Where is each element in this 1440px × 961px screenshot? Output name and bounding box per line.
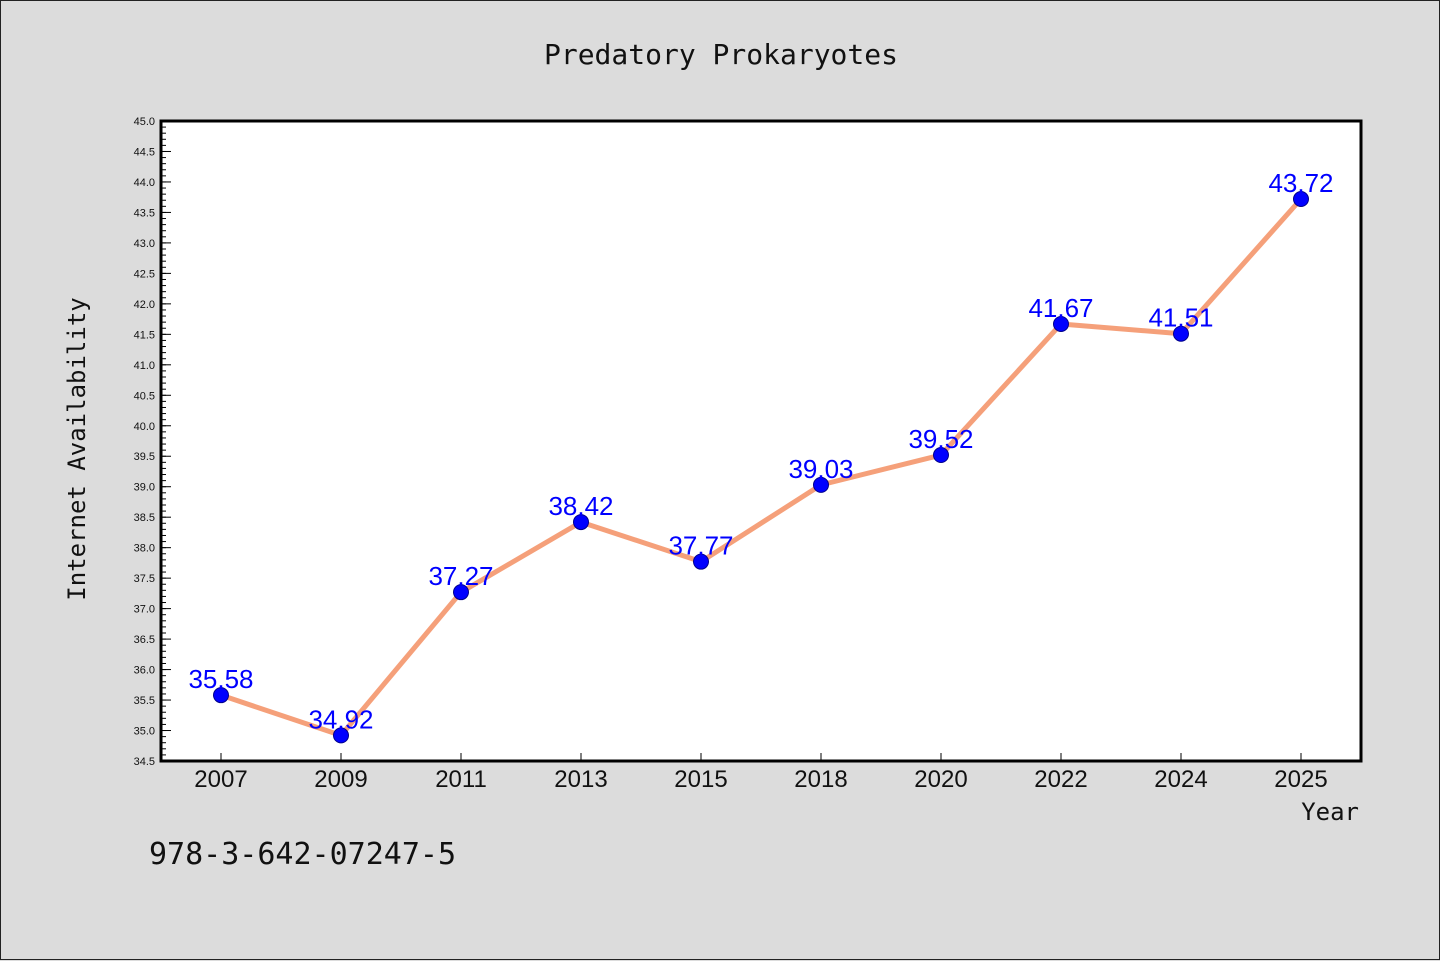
y-tick-label: 38.5: [134, 512, 155, 524]
y-tick-label: 36.0: [134, 665, 155, 677]
data-point: [933, 447, 949, 464]
y-tick-label: 34.5: [134, 756, 155, 768]
data-label: 39.03: [788, 454, 853, 484]
data-label: 38.42: [548, 491, 613, 521]
x-tick-label: 2007: [194, 766, 247, 793]
data-point: [333, 727, 349, 744]
y-tick-label: 40.0: [134, 421, 155, 433]
x-tick-label: 2024: [1154, 766, 1207, 793]
series-markers: [213, 191, 1309, 744]
data-point: [1293, 191, 1309, 208]
y-tick-label: 43.5: [134, 207, 155, 219]
y-tick-label: 37.0: [134, 604, 155, 616]
x-tick-label: 2025: [1274, 766, 1327, 793]
data-label: 39.52: [908, 424, 973, 454]
y-tick-label: 36.5: [134, 634, 155, 646]
y-tick-label: 40.5: [134, 390, 155, 402]
y-tick-label: 35.0: [134, 726, 155, 738]
data-point: [1053, 315, 1069, 332]
y-tick-label: 37.5: [134, 573, 155, 585]
y-tick-label: 38.0: [134, 543, 155, 555]
series-line: [220, 197, 1303, 738]
y-tick-label: 45.0: [134, 116, 155, 128]
data-point: [1173, 325, 1189, 342]
y-tick-label: 44.0: [134, 177, 155, 189]
data-label: 37.27: [428, 561, 493, 591]
footer-text: 978-3-642-07247-5: [149, 837, 456, 872]
y-tick-label: 42.5: [134, 268, 155, 280]
y-tick-label: 39.5: [134, 451, 155, 463]
data-point: [813, 476, 829, 493]
x-tick-label: 2011: [435, 766, 487, 793]
data-label: 41.51: [1148, 303, 1213, 333]
data-label: 34.92: [308, 704, 373, 734]
y-tick-label: 41.0: [134, 360, 155, 372]
data-labels: 35.58 34.92 37.27 38.42 37.77 39.03 39.52 41.67…: [188, 168, 1333, 734]
data-point: [213, 687, 229, 704]
y-tick-label: 39.0: [134, 482, 155, 494]
data-label: 37.77: [668, 531, 733, 561]
x-tick-label: 2015: [674, 766, 727, 793]
y-tick-label: 41.5: [134, 329, 155, 341]
x-tick-label: 2013: [554, 766, 607, 793]
x-tick-label: 2022: [1034, 766, 1087, 793]
data-point: [453, 584, 469, 601]
y-tick-label: 42.0: [134, 299, 155, 311]
y-axis-label: Internet Availability: [63, 297, 91, 600]
data-label: 43.72: [1268, 168, 1333, 198]
x-axis-label: Year: [1301, 798, 1359, 826]
y-tick-label: 44.5: [134, 146, 155, 158]
data-label: 41.67: [1028, 293, 1093, 323]
x-tick-label: 2020: [914, 766, 967, 793]
chart-title: Predatory Prokaryotes: [544, 38, 898, 71]
x-axis: 2007 2009 2011 2013 2015 2018 2020 2022 2024 2025: [194, 753, 1328, 793]
data-point: [573, 514, 589, 531]
y-tick-label: 35.5: [134, 695, 155, 707]
y-tick-label: 43.0: [134, 238, 155, 250]
x-tick-label: 2009: [314, 766, 367, 793]
x-tick-label: 2018: [794, 766, 847, 793]
plot-border: [159, 119, 1363, 763]
plot-area: [161, 121, 1361, 761]
data-point: [693, 553, 709, 570]
data-label: 35.58: [188, 664, 253, 694]
